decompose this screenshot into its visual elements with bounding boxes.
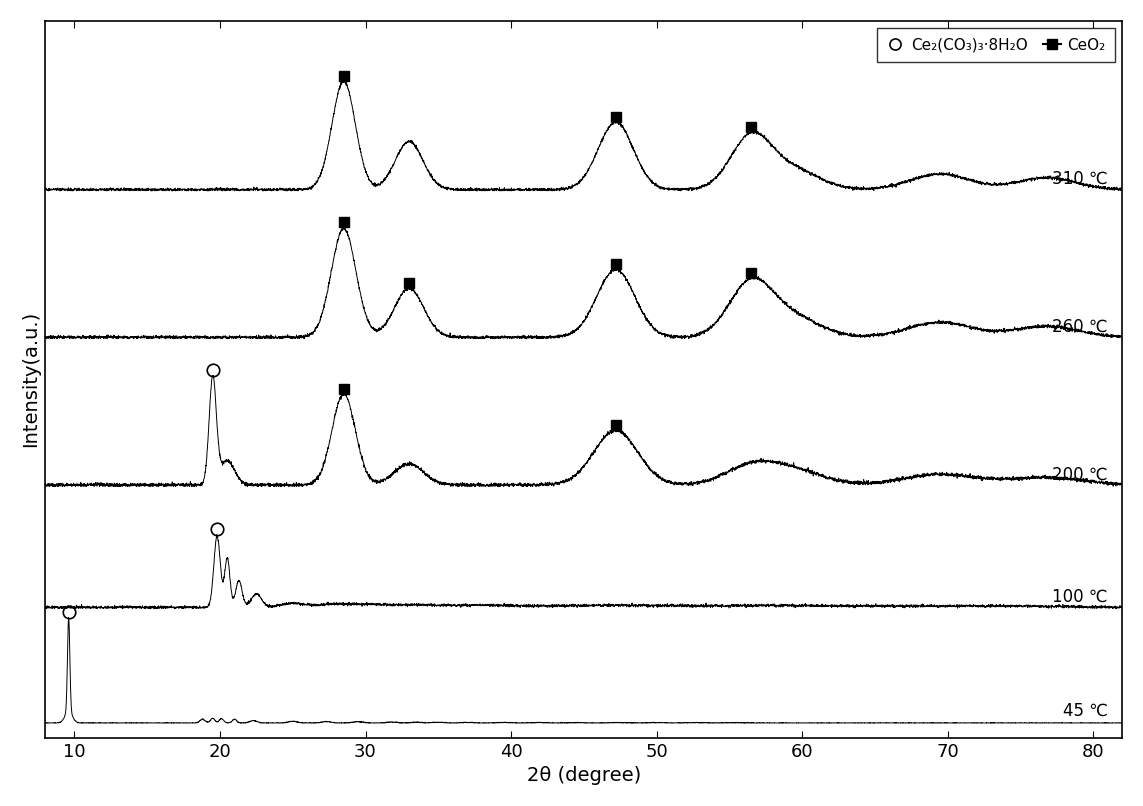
Legend: Ce₂(CO₃)₃·8H₂O, CeO₂: Ce₂(CO₃)₃·8H₂O, CeO₂ (877, 28, 1114, 62)
Text: 310 ℃: 310 ℃ (1052, 170, 1108, 188)
Text: 200 ℃: 200 ℃ (1052, 466, 1108, 484)
Text: 100 ℃: 100 ℃ (1052, 588, 1108, 605)
Y-axis label: Intensity(a.u.): Intensity(a.u.) (21, 311, 40, 447)
X-axis label: 2θ (degree): 2θ (degree) (527, 767, 641, 785)
Text: 45 ℃: 45 ℃ (1063, 702, 1108, 720)
Text: 260 ℃: 260 ℃ (1052, 318, 1108, 335)
